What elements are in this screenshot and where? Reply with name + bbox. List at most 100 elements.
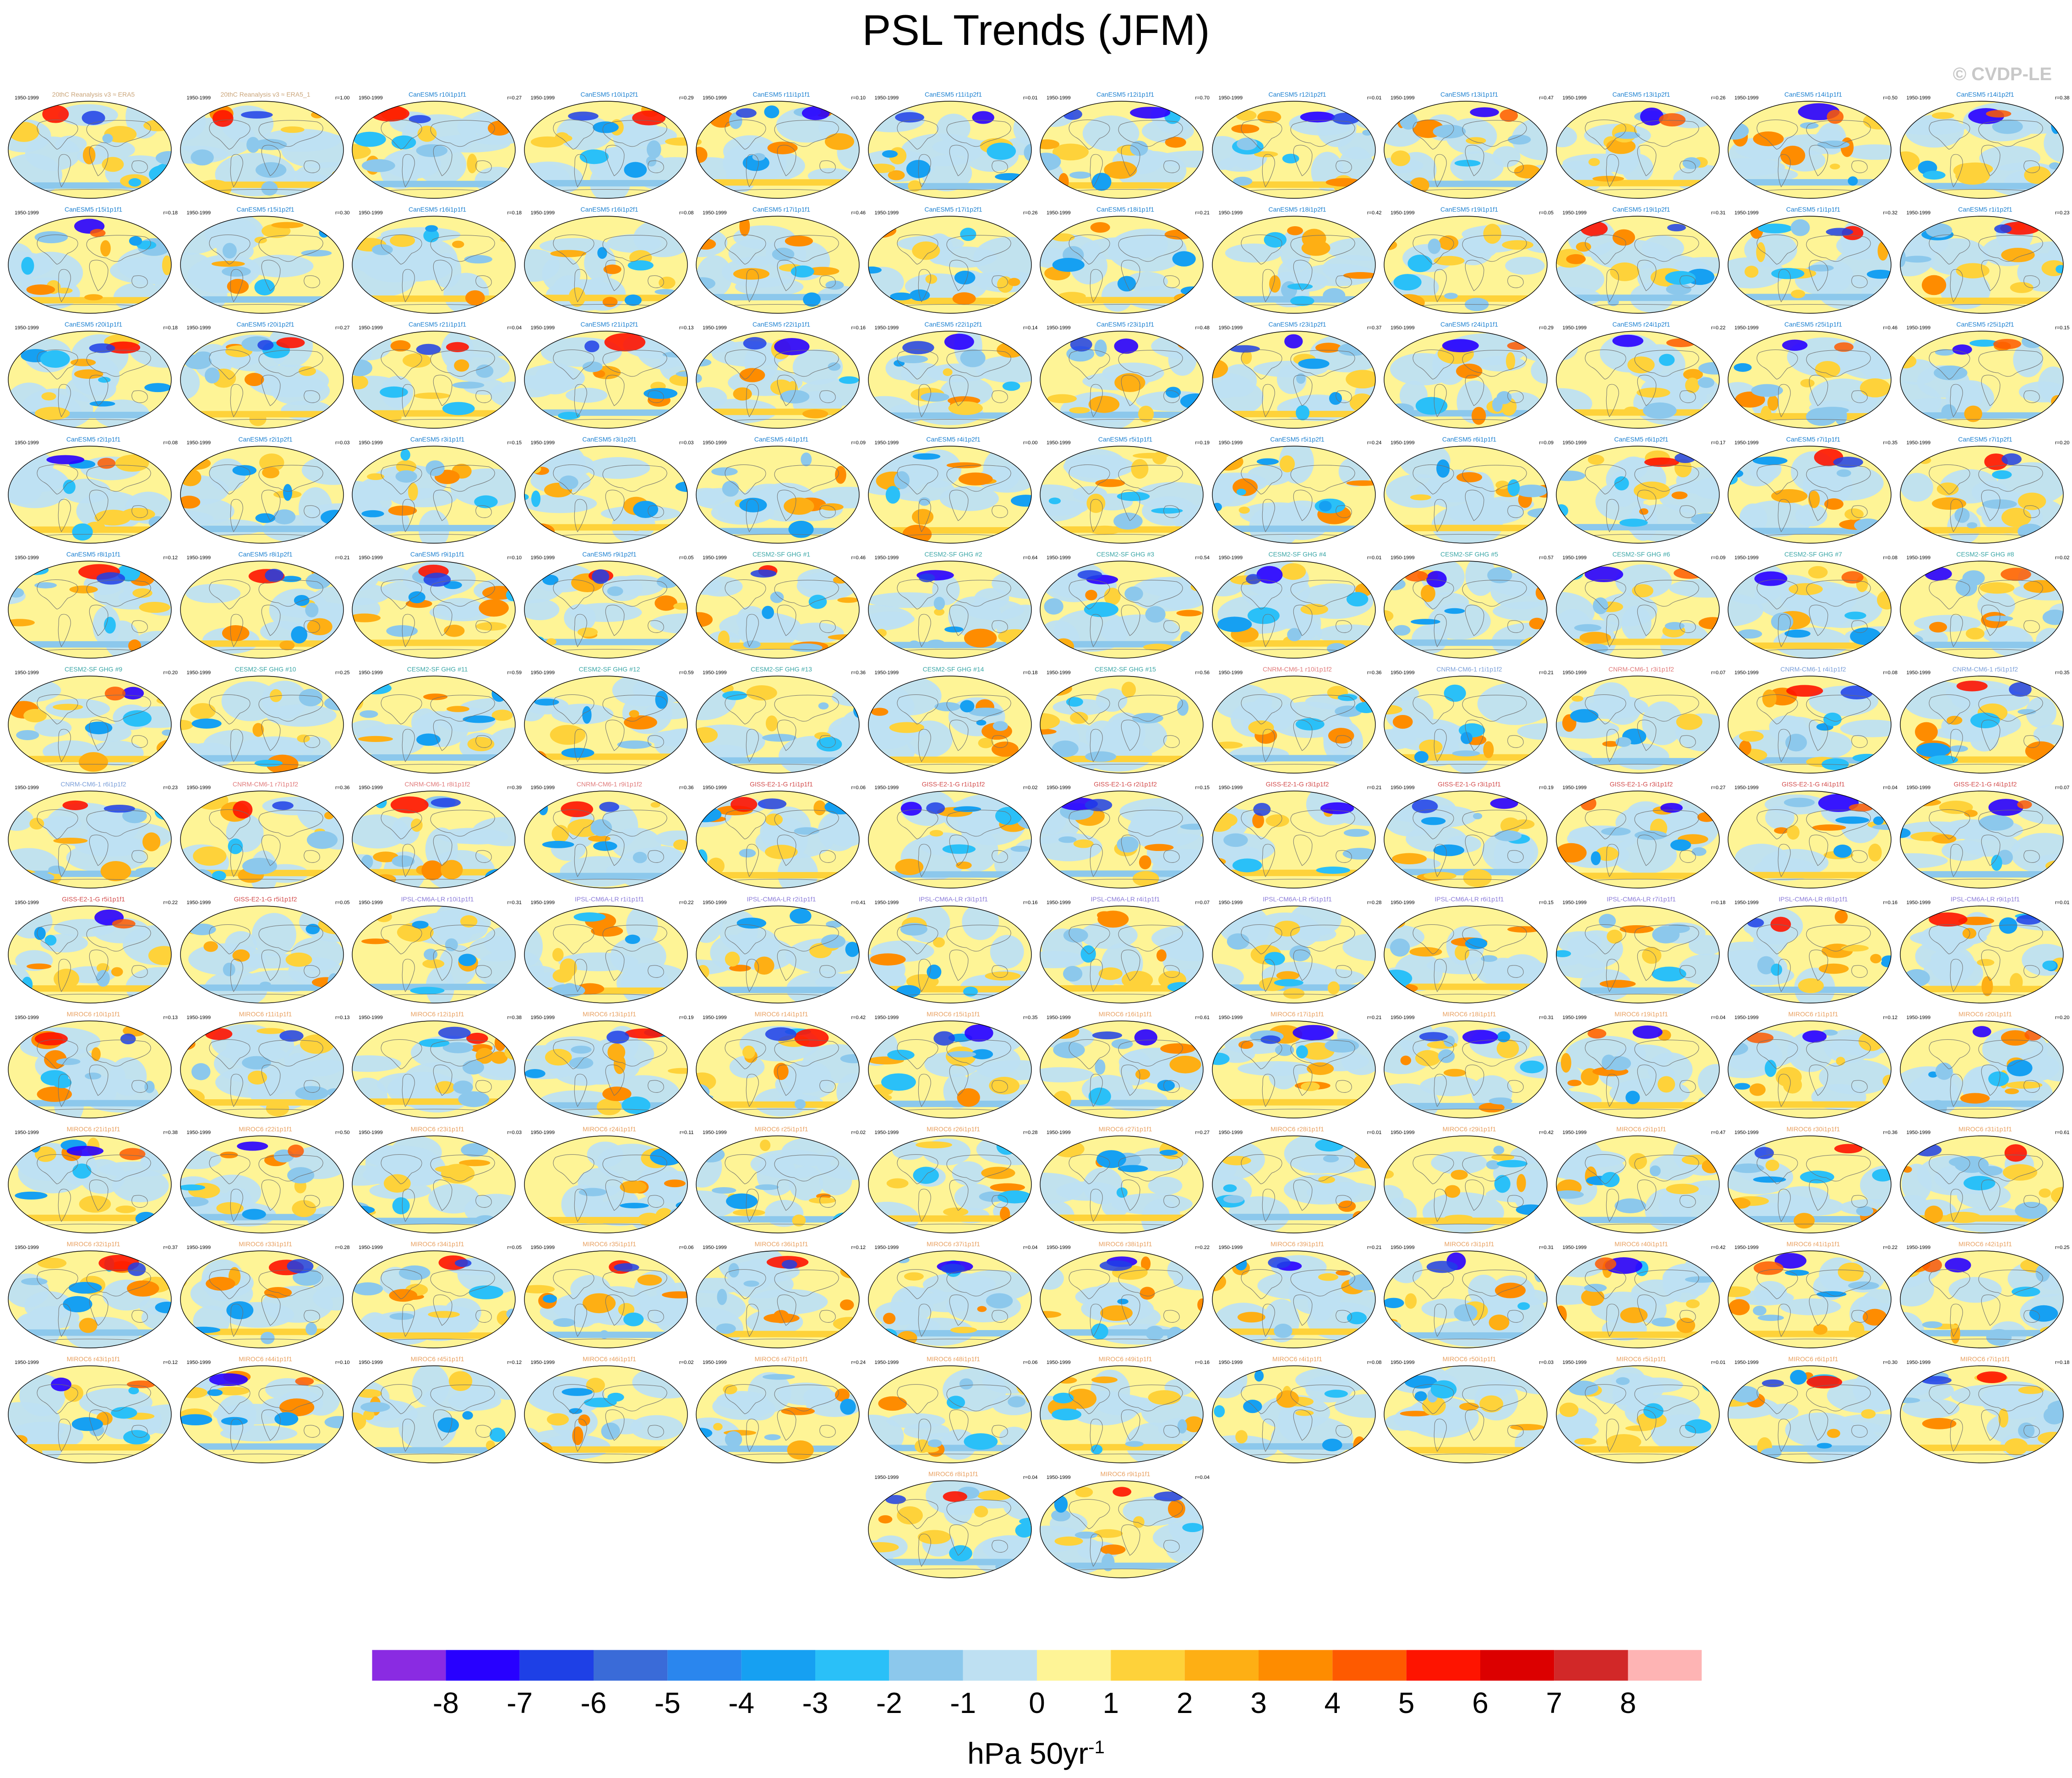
panel-correlation: r=0.46: [851, 210, 866, 216]
panel-title: CanESM5 r20i1p1f1: [64, 321, 123, 328]
panel-map: [1384, 446, 1548, 544]
panel-correlation: r=0.38: [163, 1130, 178, 1135]
panel-period: 1950-1999: [874, 670, 899, 676]
colorbar: -8 -7 -6 -5 -4 -3 -2 -1 0 1 2 3 4 5 6 7 8: [371, 1649, 1702, 1719]
panel-map: [1040, 216, 1204, 314]
panel-period: 1950-1999: [530, 210, 555, 216]
panel-correlation: r=0.47: [1711, 1130, 1726, 1135]
panel-period: 1950-1999: [1047, 440, 1071, 446]
panel-period: 1950-1999: [1562, 1015, 1587, 1020]
panel-period: 1950-1999: [186, 1130, 211, 1135]
panel-map: [1211, 561, 1376, 659]
panel-period: 1950-1999: [703, 1015, 727, 1020]
panel-map: [352, 1365, 516, 1463]
panel-period: 1950-1999: [15, 1130, 39, 1135]
panel-period: 1950-1999: [1562, 670, 1587, 676]
panel-period: 1950-1999: [1218, 440, 1243, 446]
panel-correlation: r=0.18: [2055, 1360, 2070, 1365]
panel-period: 1950-1999: [186, 1015, 211, 1020]
panel-correlation: r=0.46: [1883, 325, 1898, 331]
panel-correlation: r=0.20: [2055, 440, 2070, 446]
colorbar-swatch: [594, 1650, 668, 1681]
panel-correlation: r=0.01: [1367, 95, 1382, 101]
panel-map: [1384, 216, 1548, 314]
panel-title: GISS-E2-1-G r4i1p1f1: [1782, 780, 1845, 788]
map-panel: 1950-1999 MIROC6 r49i1p1f1 r=0.16: [1039, 1355, 1211, 1470]
map-panel: 1950-1999 CESM2-SF GHG #1 r=0.46: [695, 551, 867, 665]
panel-period: 1950-1999: [874, 1475, 899, 1480]
map-panel: 1950-1999 CanESM5 r2i1p2f1 r=0.03: [180, 436, 352, 550]
panel-correlation: r=0.06: [679, 1245, 694, 1250]
map-panel: 1950-1999 MIROC6 r24i1p1f1 r=0.11: [523, 1125, 696, 1240]
panel-map: [1899, 905, 2064, 1004]
panel-title: CanESM5 r23i1p1f1: [1096, 321, 1155, 328]
map-panel: 1950-1999 MIROC6 r17i1p1f1 r=0.21: [1211, 1010, 1384, 1125]
panel-map: [1384, 331, 1548, 429]
panel-period: 1950-1999: [1218, 1130, 1243, 1135]
colorbar-tick-label: 4: [1325, 1686, 1341, 1719]
map-panel: 1950-1999 CanESM5 r5i1p2f1 r=0.24: [1211, 436, 1384, 550]
map-panel: 1950-1999 MIROC6 r36i1p1f1 r=0.12: [695, 1240, 867, 1355]
panel-map: [1728, 561, 1892, 659]
panel-period: 1950-1999: [874, 785, 899, 791]
panel-title: IPSL-CM6A-LR r3i1p1f1: [919, 895, 988, 903]
panel-period: 1950-1999: [186, 95, 211, 101]
panel-title: CanESM5 r22i1p2f1: [924, 321, 982, 328]
panel-correlation: r=0.18: [507, 210, 522, 216]
panel-correlation: r=0.38: [507, 1015, 522, 1020]
colorbar-tick-label: -7: [507, 1686, 533, 1719]
panel-period: 1950-1999: [15, 670, 39, 676]
panel-correlation: r=0.04: [1195, 1475, 1210, 1480]
panel-map: [1040, 1365, 1204, 1463]
panel-map: [8, 1365, 172, 1463]
panel-correlation: r=0.06: [1023, 1360, 1038, 1365]
panel-correlation: r=0.42: [851, 1015, 866, 1020]
panel-title: CanESM5 r18i1p2f1: [1268, 206, 1326, 213]
map-panel: 1950-1999 IPSL-CM6A-LR r4i1p1f1 r=0.07: [1039, 895, 1211, 1010]
panel-title: CanESM5 r1i1p2f1: [1958, 206, 2012, 213]
panel-title: MIROC6 r49i1p1f1: [1098, 1355, 1152, 1363]
panel-period: 1950-1999: [703, 900, 727, 905]
panel-period: 1950-1999: [186, 1245, 211, 1250]
panel-correlation: r=0.31: [1711, 210, 1726, 216]
panel-period: 1950-1999: [1734, 785, 1759, 791]
panel-period: 1950-1999: [1562, 210, 1587, 216]
panel-map: [352, 676, 516, 774]
colorbar-tick-label: 7: [1546, 1686, 1563, 1719]
panel-map: [180, 561, 344, 659]
panel-period: 1950-1999: [359, 210, 383, 216]
panel-correlation: r=0.31: [1539, 1245, 1554, 1250]
panel-period: 1950-1999: [1390, 785, 1415, 791]
panel-map: [8, 791, 172, 889]
panel-title: CanESM5 r20i1p2f1: [236, 321, 294, 328]
panel-title: CNRM-CM6-1 r7i1p1f2: [232, 780, 299, 788]
panel-title: CanESM5 r16i1p1f1: [408, 206, 467, 213]
panel-map: [8, 905, 172, 1004]
panel-title: MIROC6 r41i1p1f1: [1786, 1240, 1840, 1248]
panel-title: CESM2-SF GHG #14: [922, 665, 984, 673]
panel-title: CESM2-SF GHG #15: [1095, 665, 1156, 673]
panel-map: [180, 1250, 344, 1348]
map-panel: 1950-1999 CanESM5 r10i1p1f1 r=0.27: [351, 91, 523, 205]
panel-map: [523, 905, 688, 1004]
panel-map: [1555, 561, 1720, 659]
map-panel: 1950-1999 CanESM5 r24i1p2f1 r=0.22: [1555, 321, 1728, 435]
panel-map: [1384, 1250, 1548, 1348]
panel-correlation: r=0.03: [1539, 1360, 1554, 1365]
panel-correlation: r=0.59: [679, 670, 694, 676]
panel-title: IPSL-CM6A-LR r6i1p1f1: [1434, 895, 1504, 903]
panel-period: 1950-1999: [1390, 670, 1415, 676]
map-panel: 1950-1999 CNRM-CM6-1 r9i1p1f2 r=0.36: [523, 780, 696, 895]
panel-period: 1950-1999: [1218, 1360, 1243, 1365]
panel-title: CanESM5 r23i1p2f1: [1268, 321, 1326, 328]
panel-map: [696, 1250, 860, 1348]
panel-period: 1950-1999: [874, 95, 899, 101]
panel-title: MIROC6 r36i1p1f1: [754, 1240, 808, 1248]
panel-correlation: r=0.16: [1883, 900, 1898, 905]
panel-period: 1950-1999: [1906, 325, 1931, 331]
panel-period: 1950-1999: [1218, 1245, 1243, 1250]
panel-correlation: r=0.07: [2055, 785, 2070, 791]
map-panel: 1950-1999 MIROC6 r48i1p1f1 r=0.06: [867, 1355, 1040, 1470]
map-panel: 1950-1999 MIROC6 r26i1p1f1 r=0.28: [867, 1125, 1040, 1240]
panel-map: [1728, 101, 1892, 199]
